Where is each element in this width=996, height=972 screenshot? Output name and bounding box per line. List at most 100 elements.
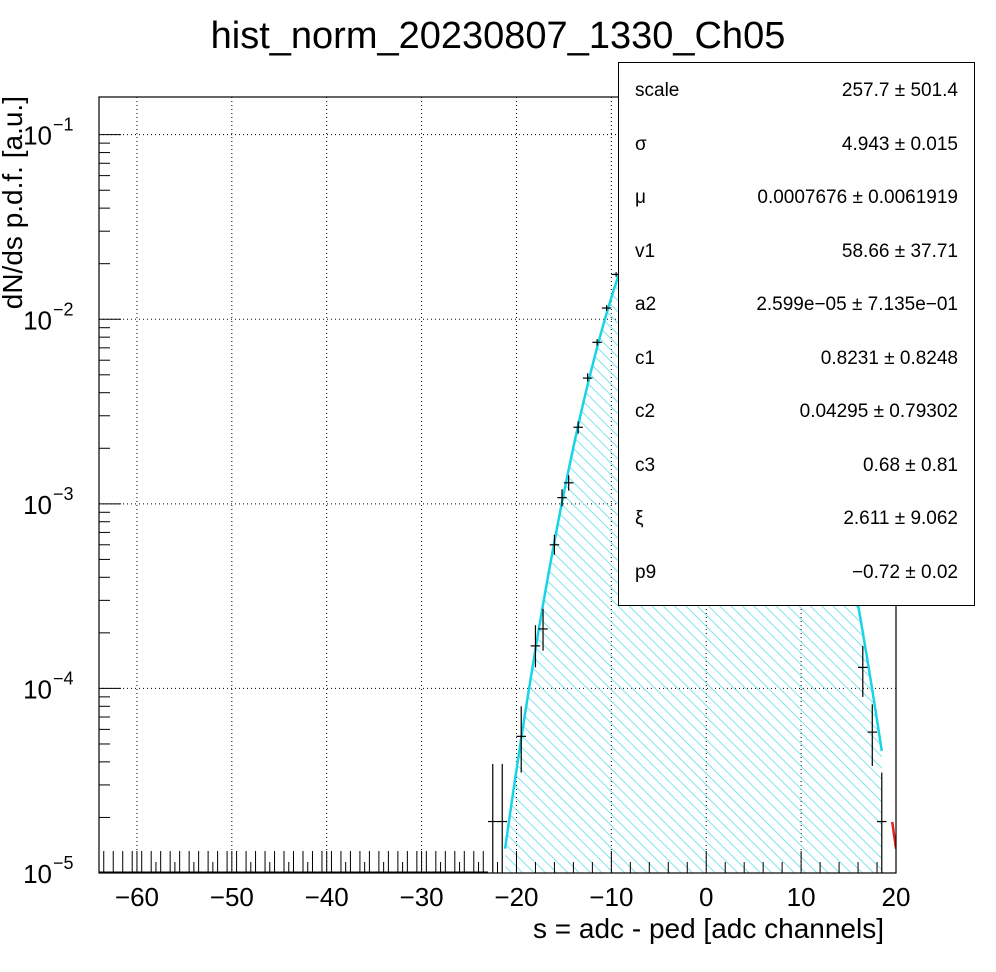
data-point: [497, 763, 507, 873]
stat-value: 2.599e−05 ± 7.135e−01: [756, 294, 958, 315]
stat-row: ξ 2.611 ± 9.062: [619, 508, 974, 538]
floor-point: [269, 851, 280, 873]
stat-name: ξ: [635, 508, 644, 529]
floor-point: [298, 851, 308, 873]
x-tick-label: 10: [787, 882, 816, 912]
floor-point: [345, 851, 356, 873]
data-point: [582, 373, 593, 382]
stat-value: 0.04295 ± 0.79302: [799, 401, 958, 422]
stat-row: σ 4.943 ± 0.015: [619, 134, 974, 164]
y-tick-label: 10: [23, 674, 52, 704]
floor-point: [99, 851, 109, 873]
y-tick-exponent: −3: [53, 484, 74, 504]
floor-point: [440, 851, 451, 873]
floor-point: [288, 851, 299, 873]
stat-name: c1: [635, 347, 656, 369]
data-point: [877, 772, 887, 873]
floor-point: [459, 851, 470, 873]
floor-point: [231, 851, 242, 873]
stat-row: c1 0.8231 ± 0.8248: [619, 348, 974, 378]
data-points: [99, 272, 887, 873]
stat-name: scale: [635, 80, 680, 101]
y-tick-exponent: −5: [53, 853, 74, 873]
floor-point: [250, 851, 261, 873]
y-tick-label: 10: [23, 490, 52, 520]
floor-point: [412, 851, 422, 873]
floor-point: [336, 851, 346, 873]
floor-point: [260, 851, 270, 873]
stat-value: 257.7 ± 501.4: [841, 80, 958, 101]
data-point: [858, 645, 868, 697]
fit-parameters-box: scale 257.7 ± 501.4 σ 4.943 ± 0.015 μ 0.00076…: [618, 62, 975, 606]
floor-point: [165, 851, 175, 873]
floor-point: [383, 851, 394, 873]
data-point: [573, 421, 583, 434]
x-tick-label: −40: [305, 882, 349, 912]
axis-ticks: [99, 134, 897, 874]
data-point: [557, 489, 567, 507]
data-point: [516, 706, 526, 773]
data-point: [592, 339, 602, 346]
stat-row: c2 0.04295 ± 0.79302: [619, 401, 974, 431]
x-tick-label: −20: [494, 882, 538, 912]
floor-point: [478, 851, 489, 873]
floor-point: [193, 851, 204, 873]
floor-point: [469, 851, 479, 873]
stat-row: scale 257.7 ± 501.4: [619, 80, 974, 110]
stat-row: a2 2.599e−05 ± 7.135e−01: [619, 294, 974, 324]
x-tick-label: 20: [882, 882, 911, 912]
y-tick-exponent: −2: [53, 299, 74, 319]
data-point: [538, 608, 548, 651]
chart-title: hist_norm_20230807_1330_Ch05: [211, 15, 786, 57]
floor-point: [146, 851, 156, 873]
x-tick-label: −10: [589, 882, 633, 912]
y-tick-label: 10: [23, 121, 52, 151]
stat-row: v1 58.66 ± 37.71: [619, 241, 974, 271]
stat-name: σ: [635, 133, 647, 155]
floor-point: [222, 851, 232, 873]
stat-name: a2: [635, 294, 657, 315]
stat-row: p9 −0.72 ± 0.02: [619, 562, 974, 592]
floor-point: [402, 851, 413, 873]
x-tick-label: −50: [210, 882, 254, 912]
data-point: [867, 704, 878, 766]
stat-value: 0.8231 ± 0.8248: [820, 347, 958, 369]
stat-value: 58.66 ± 37.71: [841, 240, 958, 262]
floor-point: [317, 851, 327, 873]
floor-point: [136, 851, 147, 873]
floor-point: [117, 851, 128, 873]
data-point: [601, 305, 612, 311]
y-tick-exponent: −4: [53, 668, 74, 688]
floor-point: [421, 851, 432, 873]
stat-row: c3 0.68 ± 0.81: [619, 455, 974, 485]
floor-point: [431, 851, 441, 873]
stat-name: μ: [635, 187, 646, 208]
y-tick-label: 10: [23, 305, 52, 335]
floor-point: [203, 851, 213, 873]
stat-value: 0.0007676 ± 0.0061919: [757, 187, 958, 208]
stat-value: 4.943 ± 0.015: [841, 133, 958, 155]
stat-name: c3: [635, 454, 656, 476]
stat-value: 0.68 ± 0.81: [863, 454, 958, 476]
floor-point: [393, 851, 403, 873]
stat-value: 2.611 ± 9.062: [843, 508, 958, 529]
floor-point: [155, 851, 166, 873]
stat-name: p9: [635, 561, 657, 583]
floor-point: [450, 851, 460, 873]
stat-row: μ 0.0007676 ± 0.0061919: [619, 187, 974, 217]
x-axis-title: s = adc - ped [adc channels]: [533, 913, 884, 944]
floor-point: [279, 851, 289, 873]
data-point: [488, 763, 498, 873]
x-tick-label: −30: [400, 882, 444, 912]
floor-point: [127, 851, 137, 873]
floor-point: [184, 851, 194, 873]
data-point: [530, 625, 541, 668]
floor-point: [108, 851, 118, 873]
data-point: [549, 534, 560, 555]
data-point: [563, 475, 574, 491]
floor-point: [307, 851, 318, 873]
floor-point: [174, 851, 185, 873]
floor-point: [364, 851, 375, 873]
x-tick-label: −60: [115, 882, 159, 912]
